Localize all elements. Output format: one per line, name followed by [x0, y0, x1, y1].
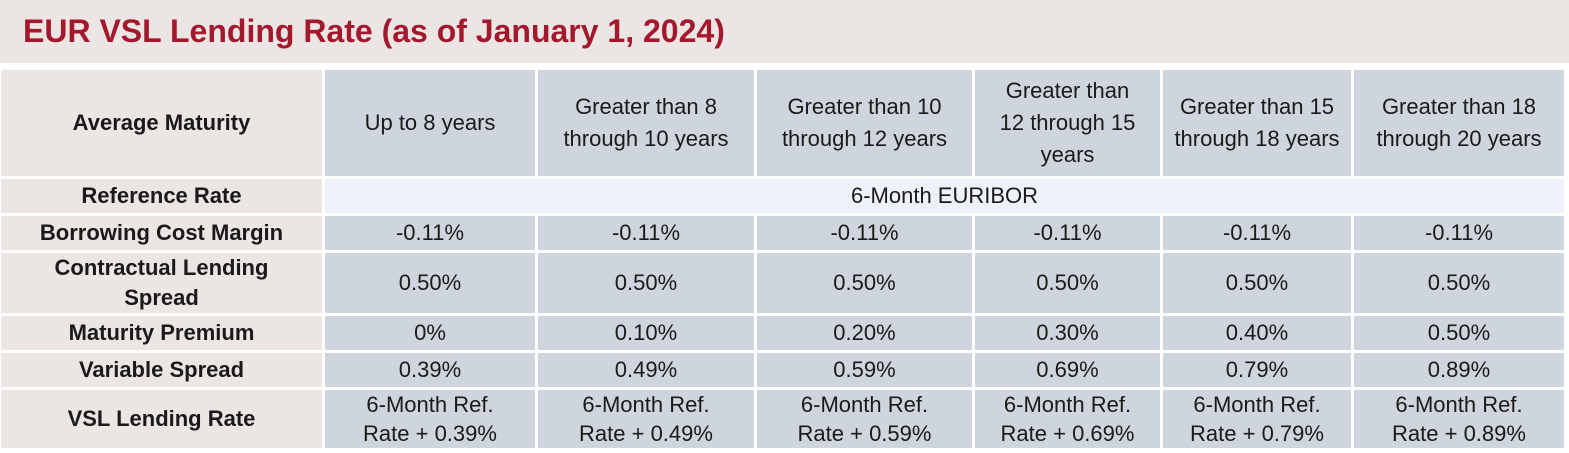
table-cell: 0.50%	[757, 253, 972, 313]
table-cell-text: 6-Month Ref. Rate + 0.79%	[1190, 392, 1324, 446]
table-row: Contractual Lending Spread 0.50% 0.50% 0…	[1, 253, 1564, 313]
row-label: VSL Lending Rate	[1, 390, 322, 448]
table-cell: 0.69%	[975, 353, 1160, 387]
table-cell: 0.50%	[325, 253, 535, 313]
header-row: Average Maturity Up to 8 years Greater t…	[1, 70, 1564, 176]
table-cell: 0.50%	[538, 253, 754, 313]
column-header-text: Greater than 10 through 12 years	[781, 94, 948, 151]
table-cell: 6-Month Ref. Rate + 0.39%	[325, 390, 535, 448]
table-cell: 0.50%	[1163, 253, 1351, 313]
page-title: EUR VSL Lending Rate (as of January 1, 2…	[23, 13, 725, 49]
table-cell: -0.11%	[325, 216, 535, 250]
table-cell: -0.11%	[1354, 216, 1564, 250]
table-cell: 0.30%	[975, 316, 1160, 350]
table-cell: 6-Month Ref. Rate + 0.59%	[757, 390, 972, 448]
table-cell: 6-Month Ref. Rate + 0.49%	[538, 390, 754, 448]
table-cell: 0.49%	[538, 353, 754, 387]
column-header: Greater than 12 through 15 years	[975, 70, 1160, 176]
reference-rate-row: Reference Rate 6-Month EURIBOR	[1, 179, 1564, 213]
row-label: Reference Rate	[1, 179, 322, 213]
table-cell-text: 6-Month Ref. Rate + 0.59%	[797, 392, 932, 446]
lending-rate-table: Average Maturity Up to 8 years Greater t…	[0, 67, 1567, 451]
row-label: Maturity Premium	[1, 316, 322, 350]
column-header: Greater than 18 through 20 years	[1354, 70, 1564, 176]
table-cell: -0.11%	[975, 216, 1160, 250]
table-cell: -0.11%	[757, 216, 972, 250]
table-cell: 6-Month Ref. Rate + 0.79%	[1163, 390, 1351, 448]
table-cell: 0.20%	[757, 316, 972, 350]
column-header-text: Greater than 15 through 18 years	[1174, 94, 1340, 151]
table-cell-text: 6-Month Ref. Rate + 0.69%	[1000, 392, 1135, 446]
table-cell: 0.40%	[1163, 316, 1351, 350]
table-cell-text: 6-Month Ref. Rate + 0.49%	[579, 392, 713, 446]
row-label: Borrowing Cost Margin	[1, 216, 322, 250]
column-header-text: Greater than 8 through 10 years	[563, 94, 729, 151]
row-label: Contractual Lending Spread	[1, 253, 322, 313]
column-header: Greater than 8 through 10 years	[538, 70, 754, 176]
header-label: Average Maturity	[1, 70, 322, 176]
column-header: Up to 8 years	[325, 70, 535, 176]
column-header: Greater than 10 through 12 years	[757, 70, 972, 176]
table-row: VSL Lending Rate 6-Month Ref. Rate + 0.3…	[1, 390, 1564, 448]
column-header-text: Up to 8 years	[364, 110, 496, 135]
table-cell: 0.59%	[757, 353, 972, 387]
table-cell: 0.50%	[1354, 316, 1564, 350]
table-row: Variable Spread 0.39% 0.49% 0.59% 0.69% …	[1, 353, 1564, 387]
table-cell: 0.50%	[1354, 253, 1564, 313]
table-cell: 0.79%	[1163, 353, 1351, 387]
table-row: Maturity Premium 0% 0.10% 0.20% 0.30% 0.…	[1, 316, 1564, 350]
table-cell: 0.39%	[325, 353, 535, 387]
title-bar: EUR VSL Lending Rate (as of January 1, 2…	[0, 0, 1569, 63]
table-row: Borrowing Cost Margin -0.11% -0.11% -0.1…	[1, 216, 1564, 250]
table-cell: -0.11%	[538, 216, 754, 250]
row-label: Variable Spread	[1, 353, 322, 387]
table-cell: 0%	[325, 316, 535, 350]
table-cell: -0.11%	[1163, 216, 1351, 250]
column-header: Greater than 15 through 18 years	[1163, 70, 1351, 176]
table-cell: 0.89%	[1354, 353, 1564, 387]
column-header-text: Greater than 18 through 20 years	[1376, 94, 1542, 151]
table-cell: 6-Month Ref. Rate + 0.69%	[975, 390, 1160, 448]
table-cell: 6-Month Ref. Rate + 0.89%	[1354, 390, 1564, 448]
reference-rate-value: 6-Month EURIBOR	[325, 179, 1564, 213]
table-cell: 0.50%	[975, 253, 1160, 313]
row-label-text: Contractual Lending Spread	[54, 255, 269, 310]
table-cell: 0.10%	[538, 316, 754, 350]
table-cell-text: 6-Month Ref. Rate + 0.39%	[363, 392, 497, 446]
column-header-text: Greater than 12 through 15 years	[999, 78, 1136, 167]
table-cell-text: 6-Month Ref. Rate + 0.89%	[1392, 392, 1526, 446]
